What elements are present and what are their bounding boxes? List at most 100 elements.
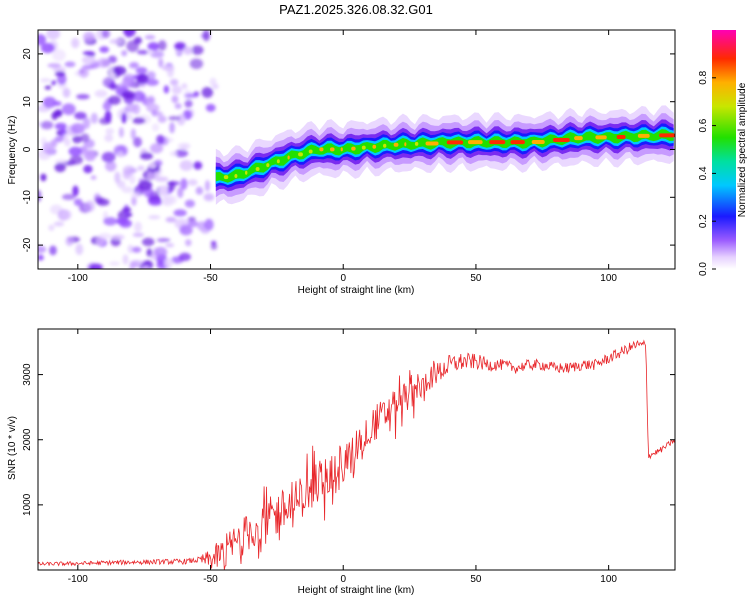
- spectrogram-noise-blob: [163, 85, 170, 94]
- spectrogram-noise-blob: [136, 50, 150, 55]
- spectrogram-noise-blob: [165, 216, 177, 223]
- spectrogram-noise-blob: [50, 139, 58, 148]
- spectrogram-noise-blob: [195, 186, 204, 195]
- spectrogram-noise-blob: [83, 164, 93, 174]
- spectrogram-noise-blob: [40, 120, 54, 130]
- spectrogram-noise-blob: [42, 142, 53, 154]
- spectrogram-noise-blob: [101, 151, 116, 163]
- spectrogram-noise-blob: [122, 254, 129, 265]
- spectrogram-noise-blob: [156, 134, 165, 145]
- colorbar-ticks: 0.0 0.2 0.4 0.6 0.8: [698, 70, 716, 276]
- spectrogram-noise-blob: [129, 62, 139, 69]
- spectrogram-noise-blob: [154, 246, 168, 258]
- spectrogram-noise-blob: [129, 174, 136, 185]
- spectrogram-noise-blob: [204, 180, 211, 192]
- spectrogram-noise-blob: [181, 83, 188, 90]
- spectrogram-noise-blob: [153, 171, 160, 179]
- spectrogram-noise-blob: [121, 50, 128, 57]
- spectrogram-noise-blob: [133, 221, 142, 233]
- spectrogram-ridge-peak: [637, 133, 650, 138]
- snr-y-tick-label: 2000: [22, 428, 33, 451]
- spectrogram-noise-blob: [81, 55, 96, 65]
- spectrogram-noise-blob: [91, 263, 104, 269]
- spectrogram-noise-blob: [72, 185, 79, 197]
- spectrogram-noise-blob: [167, 137, 174, 143]
- spectrogram-noise-blob: [168, 181, 176, 191]
- spectrogram-noise-blob: [122, 76, 135, 88]
- spectrogram-ridge-peak: [287, 155, 290, 160]
- spectrogram-noise-blob: [158, 58, 164, 68]
- spectrogram-noise-blob: [157, 115, 167, 123]
- spectrogram-noise-blob: [138, 179, 153, 191]
- spectrogram-noise-blob: [132, 232, 145, 238]
- spectrogram-noise-blob: [117, 180, 126, 189]
- spectrogram-ridge-peak: [659, 133, 675, 138]
- spectrogram-noise-blob: [38, 190, 42, 202]
- spectrogram-noise-blob: [68, 146, 83, 157]
- spectrogram-noise-blob: [70, 123, 85, 135]
- spectrogram-noise-blob: [176, 113, 186, 126]
- spectrogram-noise-blob: [131, 246, 142, 253]
- chart-title: PAZ1.2025.326.08.32.G01: [279, 2, 433, 17]
- spectrogram-noise-blob: [102, 77, 115, 88]
- spectrogram-noise-blob: [147, 42, 160, 51]
- spectrogram-noise-blob: [105, 128, 115, 135]
- spectrogram-x-tick-label: 50: [470, 273, 482, 284]
- spectrogram-noise-blob: [152, 111, 163, 117]
- spectrogram-noise-blob: [61, 103, 76, 116]
- spectrogram-noise-blob: [76, 93, 90, 100]
- snr-x-tick-label: 0: [340, 574, 346, 585]
- spectrogram-noise-blob: [187, 216, 196, 222]
- spectrogram-noise-blob: [182, 109, 192, 120]
- spectrogram-ridge-peak: [414, 141, 419, 146]
- spectrogram-noise-blob: [187, 179, 198, 186]
- spectrogram-ridge-peak: [372, 144, 377, 149]
- spectrogram-ridge-peak: [255, 166, 260, 171]
- colorbar-tick-label: 0.6: [698, 118, 709, 132]
- spectrogram-noise-blob: [54, 122, 67, 130]
- spectrogram-noise-blob: [71, 37, 80, 49]
- snr-x-label: Height of straight line (km): [298, 585, 415, 596]
- spectrogram-noise-blob: [171, 85, 182, 95]
- spectrogram-noise-blob: [75, 243, 84, 256]
- spectrogram-y-tick-label: 20: [22, 48, 33, 60]
- spectrogram-noise-blob: [104, 134, 114, 142]
- spectrogram-noise-blob: [104, 110, 112, 123]
- spectrogram-noise-blob: [48, 224, 55, 231]
- spectrogram-ridge-peak: [340, 147, 343, 152]
- spectrogram-noise-blob: [156, 238, 171, 243]
- spectrogram-noise-blob: [184, 199, 196, 208]
- spectrogram-ridge-peak: [467, 140, 483, 145]
- spectrogram-noise-blob: [117, 151, 124, 158]
- spectrogram-noise-blob: [165, 243, 175, 248]
- spectrogram-noise-blob: [121, 186, 134, 193]
- spectrogram-noise-blob: [122, 207, 132, 213]
- spectrogram-noise-blob: [50, 80, 57, 86]
- spectrogram-marks: [38, 30, 675, 269]
- spectrogram-noise-blob: [84, 200, 96, 212]
- spectrogram-noise-blob: [121, 112, 127, 124]
- spectrogram-noise-blob: [187, 220, 199, 228]
- spectrogram-noise-blob: [132, 103, 141, 115]
- spectrogram-noise-blob: [169, 121, 175, 134]
- spectrogram-noise-blob: [142, 265, 150, 269]
- spectrogram-noise-blob: [118, 126, 124, 138]
- spectrogram-noise-blob: [130, 192, 141, 199]
- spectrogram-ridge-peak: [510, 140, 525, 145]
- spectrogram-noise-blob: [136, 73, 149, 84]
- spectrogram-ridge-peak: [552, 138, 570, 143]
- spectrogram-noise-blob: [144, 34, 156, 40]
- spectrogram-noise-blob: [148, 163, 157, 169]
- spectrogram-noise-blob: [151, 123, 160, 132]
- spectrogram-noise-blob: [83, 31, 96, 43]
- spectrogram-noise-blob: [52, 49, 66, 62]
- spectrogram-noise-blob: [40, 173, 47, 182]
- colorbar-tick-label: 0.2: [698, 214, 709, 228]
- spectrogram-noise-blob: [113, 145, 127, 157]
- spectrogram-noise-blob: [47, 63, 62, 68]
- spectrogram-ridge-peak: [361, 145, 366, 150]
- spectrogram-noise-blob: [169, 151, 178, 157]
- spectrogram-noise-blob: [80, 133, 90, 143]
